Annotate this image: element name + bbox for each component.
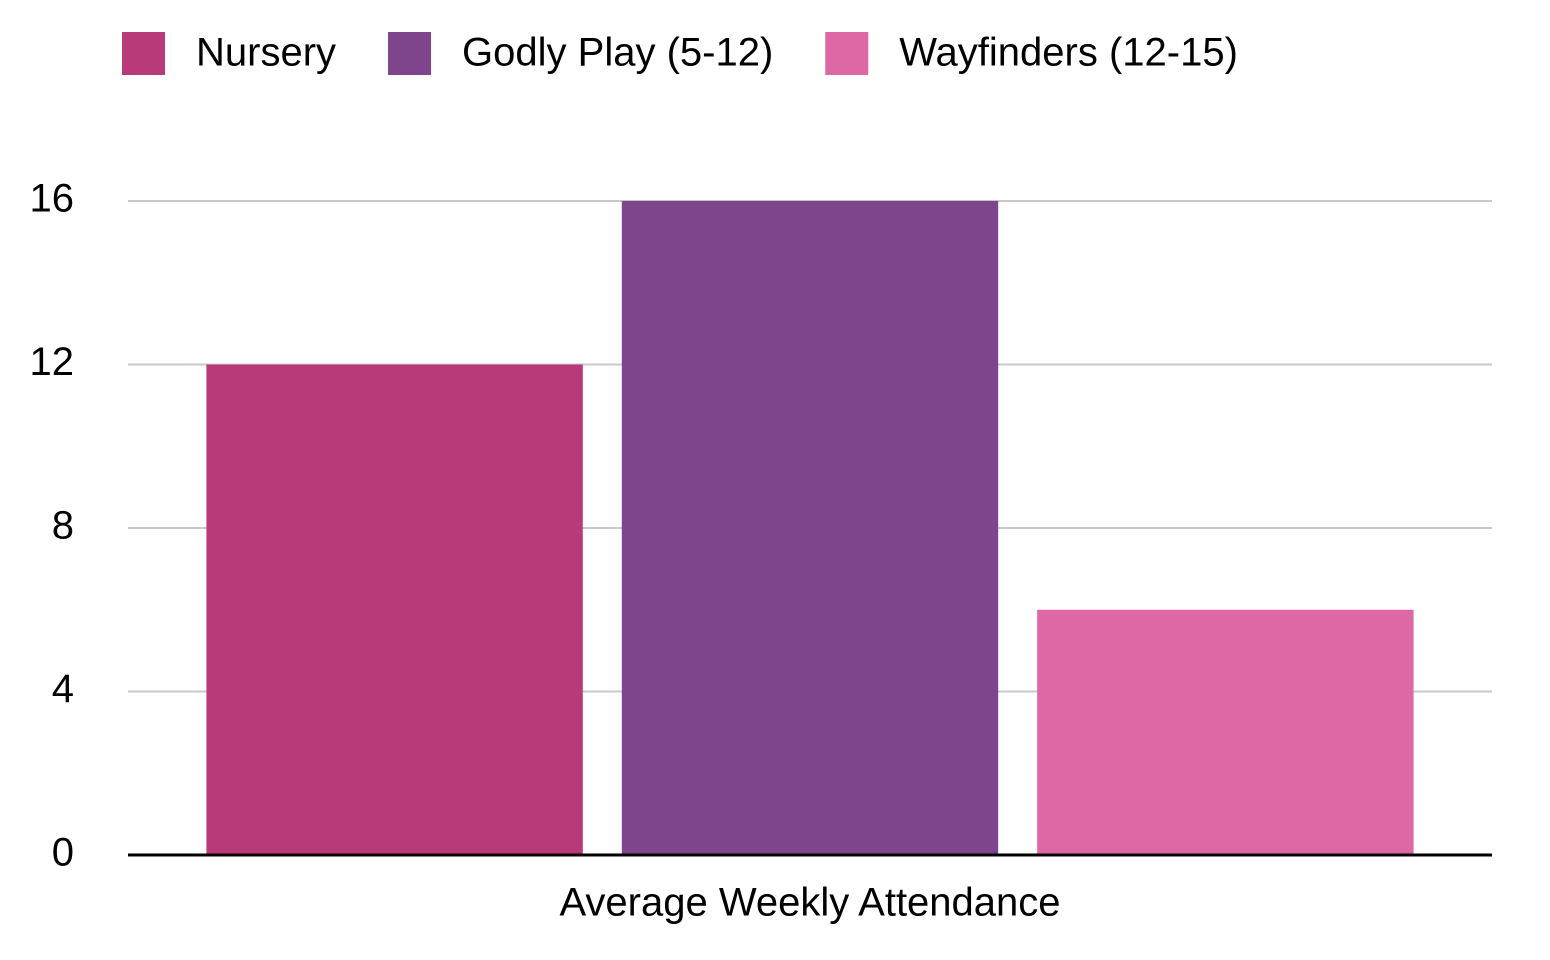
y-tick-label: 8 (52, 504, 74, 548)
legend-label: Wayfinders (12-15) (899, 31, 1238, 75)
y-tick-label: 16 (30, 177, 75, 221)
legend-swatch (825, 32, 869, 75)
y-tick-label: 0 (52, 831, 74, 875)
legend-label: Godly Play (5-12) (462, 31, 773, 75)
bar (1037, 609, 1414, 855)
y-tick-label: 12 (30, 340, 75, 384)
bar (206, 364, 583, 855)
legend-swatch (388, 32, 432, 75)
x-tick-label: Average Weekly Attendance (559, 881, 1060, 925)
legend-swatch (122, 32, 165, 75)
legend-label: Nursery (196, 31, 336, 75)
y-tick-label: 4 (52, 667, 74, 711)
bar (621, 201, 999, 855)
